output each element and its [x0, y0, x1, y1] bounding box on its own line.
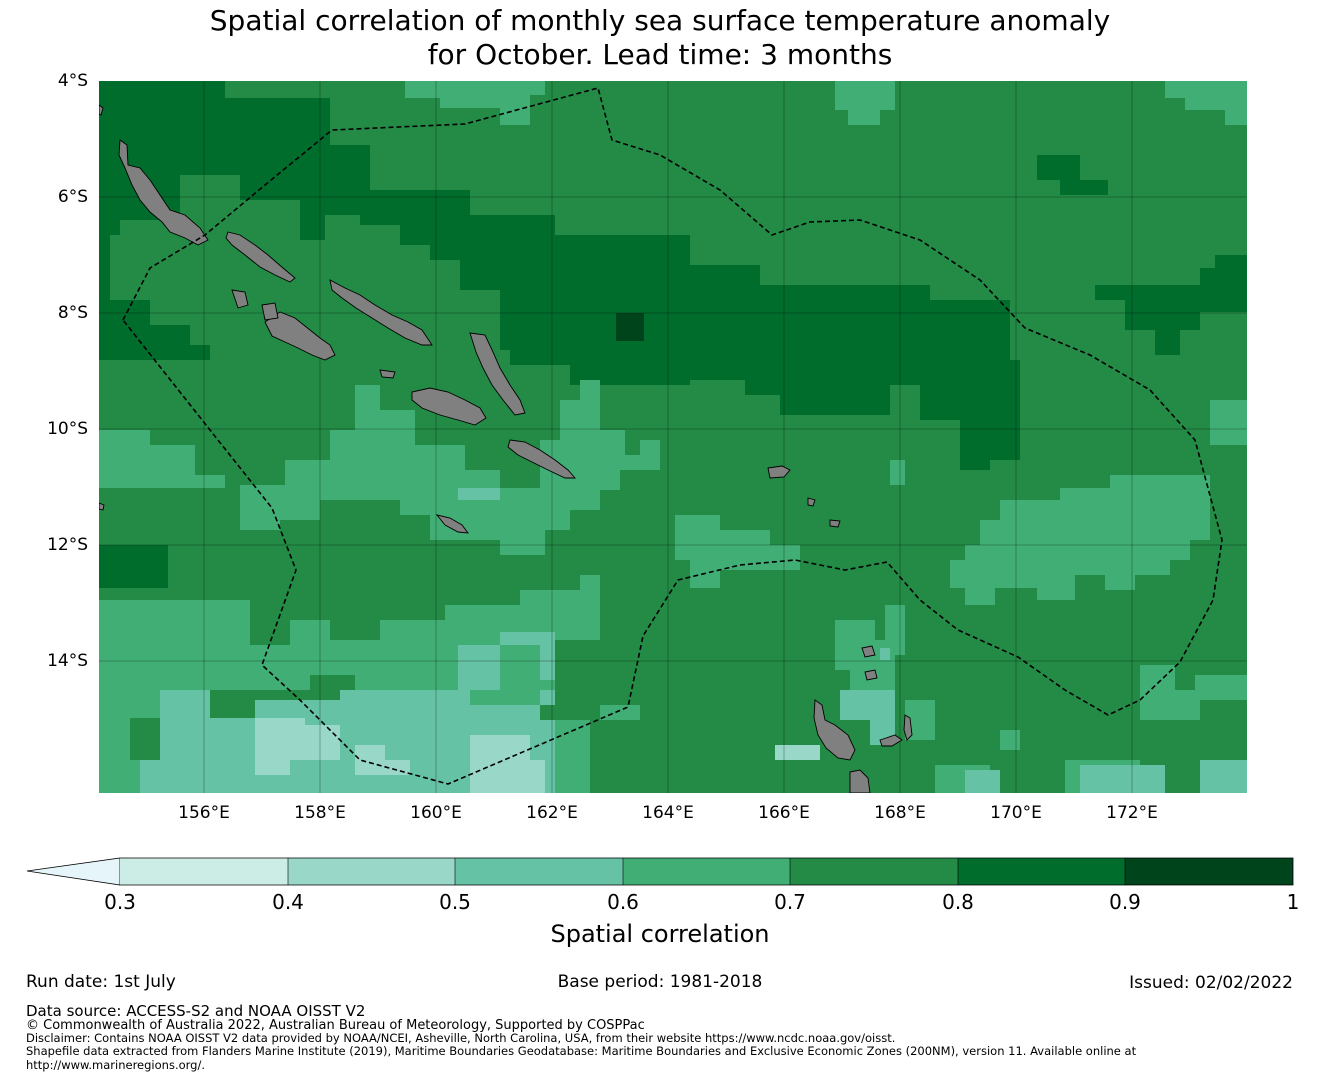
- santa-cruz-island: [767, 465, 791, 479]
- colorbar-bin-0-7: [790, 858, 958, 885]
- lat-label-6s: 6°S: [57, 187, 88, 207]
- makira-island: [507, 439, 576, 479]
- colorbar-bin-0-5: [455, 858, 623, 885]
- lon-label-158e: 158°E: [294, 803, 346, 823]
- eez-boundaries: [122, 87, 1223, 785]
- base-period: Base period: 1981-2018: [557, 972, 763, 992]
- colorbar: [26, 857, 1294, 886]
- colorbar-bin-0-4: [288, 858, 455, 885]
- map-title-line-2: for October. Lead time: 3 months: [427, 38, 893, 71]
- colorbar-under-arrow: [26, 857, 121, 886]
- correlation-field-0-9: [616, 313, 644, 341]
- colorbar-tick-0-6: 0.6: [607, 890, 639, 914]
- shapefile-url: http://www.marineregions.org/.: [26, 1058, 205, 1072]
- colorbar-tick-0-9: 0.9: [1109, 890, 1141, 914]
- choiseul-island: [225, 231, 296, 283]
- lat-label-14s: 14°S: [47, 651, 88, 671]
- pentecost-island: [903, 714, 913, 741]
- coast-fragment: [99, 502, 105, 511]
- kolombangara-island: [261, 302, 279, 321]
- lat-label-12s: 12°S: [47, 535, 88, 555]
- shapefile-credit: Shapefile data extracted from Flanders M…: [26, 1044, 1137, 1058]
- colorbar-tick-0-5: 0.5: [439, 890, 471, 914]
- correlation-field-0-8: [99, 81, 1247, 588]
- lat-label-8s: 8°S: [57, 303, 88, 323]
- maewo-island: [879, 734, 903, 747]
- lon-label-164e: 164°E: [642, 803, 694, 823]
- lon-label-166e: 166°E: [758, 803, 810, 823]
- issued-date: Issued: 02/02/2022: [1129, 973, 1293, 993]
- russell-islands: [379, 369, 396, 379]
- vella-lavella-island: [231, 289, 249, 309]
- colorbar-label: Spatial correlation: [550, 920, 770, 948]
- colorbar-tick-0-4: 0.4: [272, 890, 304, 914]
- new-georgia-islands: [264, 311, 336, 361]
- lon-label-168e: 168°E: [874, 803, 926, 823]
- correlation-field-0-5: [140, 488, 1247, 793]
- data-source: Data source: ACCESS-S2 and NOAA OISST V2: [26, 1002, 366, 1020]
- lat-label-4s: 4°S: [57, 71, 88, 91]
- lon-label-160e: 160°E: [410, 803, 462, 823]
- colorbar-bin-0-6: [623, 858, 790, 885]
- new-ireland-tip: [99, 104, 104, 116]
- solomon-islands-eez: [122, 87, 1223, 785]
- lon-label-162e: 162°E: [526, 803, 578, 823]
- vanikoro-island: [829, 519, 841, 528]
- colorbar-bin-0-9: [1125, 858, 1293, 885]
- correlation-field-0-4: [255, 718, 820, 793]
- malaita-island: [469, 332, 526, 416]
- malekula-island: [849, 769, 871, 793]
- gaua-island: [864, 669, 878, 681]
- copyright-notice: © Commonwealth of Australia 2022, Austra…: [26, 1018, 645, 1033]
- disclaimer: Disclaimer: Contains NOAA OISST V2 data …: [26, 1031, 896, 1045]
- utupua-island: [807, 497, 816, 507]
- lon-label-170e: 170°E: [990, 803, 1042, 823]
- run-date: Run date: 1st July: [26, 972, 176, 992]
- colorbar-tick-0-3: 0.3: [104, 890, 136, 914]
- banks-islands: [861, 645, 876, 658]
- colorbar-bin-0-8: [958, 858, 1125, 885]
- colorbar-tick-1: 1: [1286, 890, 1300, 914]
- colorbar-bin-0-3: [120, 858, 288, 885]
- santa-isabel-island: [329, 279, 433, 346]
- map-gridlines: [99, 81, 1247, 793]
- lon-label-156e: 156°E: [178, 803, 230, 823]
- map-title-line-1: Spatial correlation of monthly sea surfa…: [209, 4, 1111, 37]
- land-masses: [99, 104, 913, 793]
- guadalcanal-island: [411, 387, 487, 426]
- lon-label-172e: 172°E: [1106, 803, 1158, 823]
- lat-label-10s: 10°S: [47, 419, 88, 439]
- colorbar-tick-0-7: 0.7: [774, 890, 806, 914]
- rennell-island: [435, 514, 469, 534]
- colorbar-tick-0-8: 0.8: [942, 890, 974, 914]
- espiritu-santo-island: [813, 699, 856, 761]
- bougainville-island: [118, 139, 209, 246]
